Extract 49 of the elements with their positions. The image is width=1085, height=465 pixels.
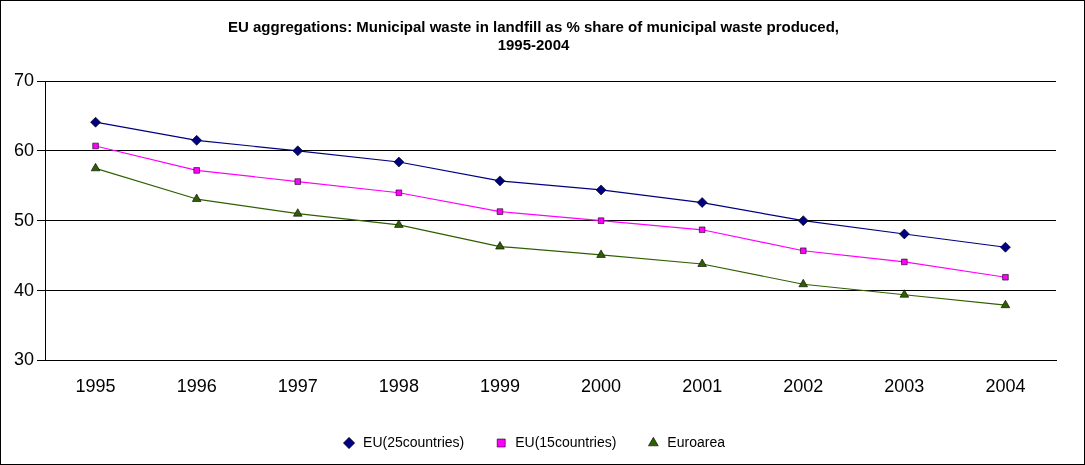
point [393,156,405,168]
point [798,278,808,288]
point [496,208,504,215]
y-tick-label: 70 [13,69,35,90]
point [1000,299,1011,309]
point [899,289,909,298]
point [192,193,202,202]
point [797,215,809,226]
point [191,135,202,146]
x-tick-label: 2004 [985,376,1026,397]
point [293,208,303,217]
y-tick-label: 50 [13,209,35,230]
point [596,249,606,258]
legend-label: EU(25countries) [363,433,465,450]
x-tick-label: 1996 [176,376,217,397]
point [699,226,706,233]
point [90,163,101,172]
legend-label: Euroarea [667,433,726,450]
point [697,258,707,267]
legend-label: EU(15countries) [515,433,617,450]
point [597,217,605,224]
point [1002,274,1009,281]
y-tick-label: 30 [13,349,35,370]
x-tick-label: 1995 [75,376,116,397]
point [90,116,101,128]
point [495,241,505,250]
x-tick-label: 1999 [479,376,520,397]
y-tick-label: 40 [13,279,35,300]
x-tick-label: 1997 [277,376,318,397]
point [394,219,404,228]
point [92,142,99,150]
x-tick-label: 2000 [581,376,622,397]
point [395,189,402,196]
point [899,228,910,240]
x-tick-label: 2001 [682,376,723,397]
point [193,167,200,174]
x-tick-label: 1998 [378,376,419,397]
y-tick-label: 60 [13,139,35,160]
point [595,184,607,196]
point [292,145,304,157]
point [294,178,301,185]
point [696,197,708,208]
point [494,175,506,187]
x-tick-label: 2003 [884,376,925,397]
x-tick-label: 2002 [783,376,824,397]
point [901,258,908,266]
point [1000,241,1011,253]
point [800,247,807,254]
chart-title: EU aggregations: Municipal waste in landfill as % share of municipal waste produced, 1995-2004 [228,18,839,54]
